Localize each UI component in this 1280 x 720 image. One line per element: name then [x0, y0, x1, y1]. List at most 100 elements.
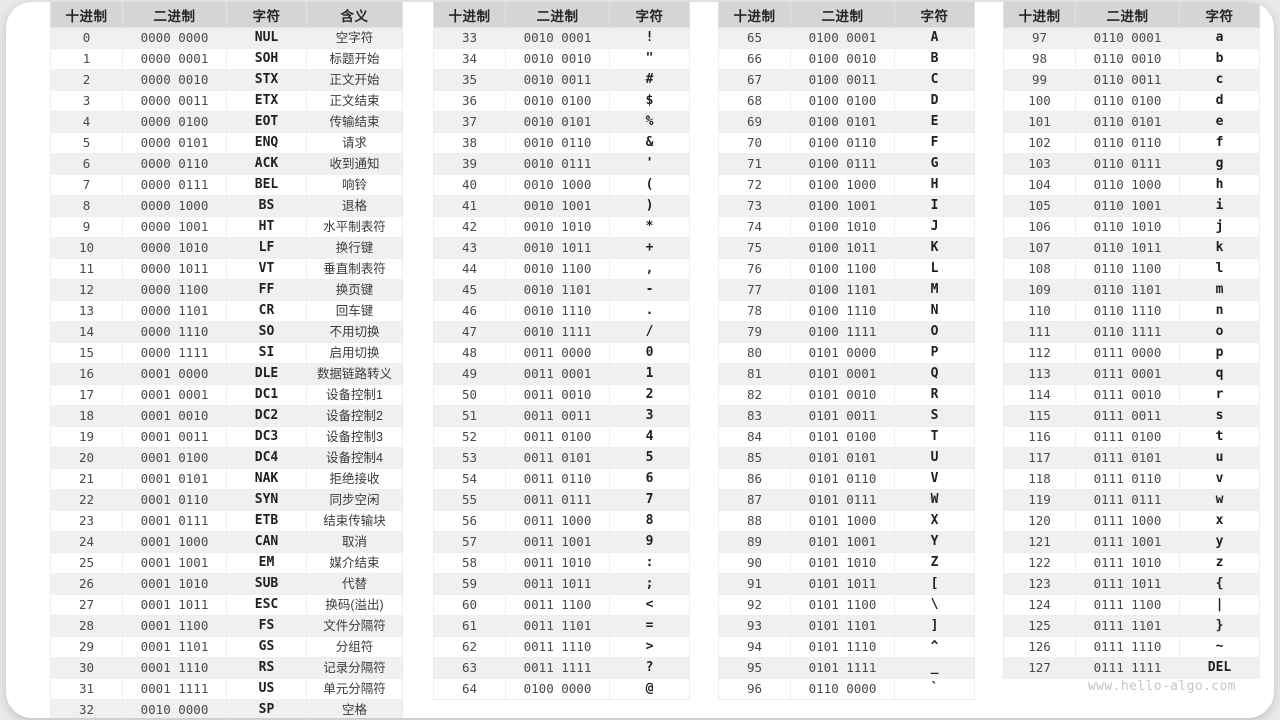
cell-dec: 11	[50, 258, 123, 280]
cell-dec: 122	[1003, 552, 1076, 574]
table-row: 95 0101 1111 _	[718, 657, 975, 679]
table-row: 24 0001 1000 CAN 取消	[50, 531, 403, 553]
cell-chr: U	[894, 447, 975, 469]
cell-dec: 7	[50, 174, 123, 196]
cell-bin: 0001 0101	[122, 468, 227, 490]
cell-dec: 14	[50, 321, 123, 343]
cell-dec: 69	[718, 111, 791, 133]
cell-chr: N	[894, 300, 975, 322]
cell-dec: 97	[1003, 27, 1076, 49]
cell-bin: 0000 0010	[122, 69, 227, 91]
cell-chr: &	[609, 132, 690, 154]
cell-dec: 17	[50, 384, 123, 406]
cell-mean: 数据链路转义	[306, 363, 403, 385]
cell-dec: 120	[1003, 510, 1076, 532]
table-row: 30 0001 1110 RS 记录分隔符	[50, 657, 403, 679]
cell-dec: 26	[50, 573, 123, 595]
cell-dec: 30	[50, 657, 123, 679]
cell-bin: 0101 0001	[790, 363, 895, 385]
table-row: 98 0110 0010 b	[1003, 48, 1260, 70]
table-row: 86 0101 0110 V	[718, 468, 975, 490]
cell-bin: 0010 0010	[505, 48, 610, 70]
cell-chr: e	[1179, 111, 1260, 133]
cell-mean: 分组符	[306, 636, 403, 658]
cell-bin: 0010 1111	[505, 321, 610, 343]
cell-bin: 0001 1011	[122, 594, 227, 616]
cell-bin: 0001 0100	[122, 447, 227, 469]
cell-bin: 0111 1000	[1075, 510, 1180, 532]
watermark: www.hello-algo.com	[1087, 679, 1236, 694]
cell-chr: VT	[226, 258, 307, 280]
cell-chr: SI	[226, 342, 307, 364]
table-row: 67 0100 0011 C	[718, 69, 975, 91]
column-header-dec: 十进制	[433, 2, 506, 28]
table-row: 94 0101 1110 ^	[718, 636, 975, 658]
cell-dec: 49	[433, 363, 506, 385]
table-row: 21 0001 0101 NAK 拒绝接收	[50, 468, 403, 490]
cell-bin: 0111 0001	[1075, 363, 1180, 385]
cell-dec: 8	[50, 195, 123, 217]
cell-bin: 0001 1001	[122, 552, 227, 574]
cell-mean: 不用切换	[306, 321, 403, 343]
cell-dec: 74	[718, 216, 791, 238]
cell-chr: E	[894, 111, 975, 133]
cell-bin: 0010 0011	[505, 69, 610, 91]
cell-dec: 29	[50, 636, 123, 658]
cell-chr: Z	[894, 552, 975, 574]
table-row: 12 0000 1100 FF 换页键	[50, 279, 403, 301]
cell-chr: -	[609, 279, 690, 301]
table-row: 18 0001 0010 DC2 设备控制2	[50, 405, 403, 427]
table-row: 57 0011 1001 9	[433, 531, 690, 553]
table-row: 76 0100 1100 L	[718, 258, 975, 280]
cell-bin: 0110 1010	[1075, 216, 1180, 238]
cell-bin: 0011 1111	[505, 657, 610, 679]
table-row: 82 0101 0010 R	[718, 384, 975, 406]
cell-dec: 99	[1003, 69, 1076, 91]
cell-bin: 0110 1000	[1075, 174, 1180, 196]
table-row: 58 0011 1010:	[433, 552, 690, 574]
cell-chr: DC2	[226, 405, 307, 427]
cell-bin: 0101 0111	[790, 489, 895, 511]
cell-chr: 7	[609, 489, 690, 511]
table-row: 111 0110 1111 o	[1003, 321, 1260, 343]
cell-mean: 设备控制2	[306, 405, 403, 427]
cell-bin: 0100 0111	[790, 153, 895, 175]
cell-chr: =	[609, 615, 690, 637]
cell-chr: ESC	[226, 594, 307, 616]
cell-bin: 0000 1011	[122, 258, 227, 280]
table-row: 73 0100 1001 I	[718, 195, 975, 217]
cell-dec: 16	[50, 363, 123, 385]
cell-dec: 68	[718, 90, 791, 112]
cell-dec: 75	[718, 237, 791, 259]
cell-dec: 83	[718, 405, 791, 427]
cell-bin: 0101 1001	[790, 531, 895, 553]
cell-chr: ^	[894, 636, 975, 658]
cell-bin: 0110 1100	[1075, 258, 1180, 280]
cell-dec: 108	[1003, 258, 1076, 280]
table-row: 29 0001 1101 GS 分组符	[50, 636, 403, 658]
cell-dec: 116	[1003, 426, 1076, 448]
cell-bin: 0111 1111	[1075, 657, 1180, 679]
table-row: 117 0111 0101 u	[1003, 447, 1260, 469]
cell-dec: 113	[1003, 363, 1076, 385]
cell-mean: 换页键	[306, 279, 403, 301]
cell-bin: 0111 1110	[1075, 636, 1180, 658]
cell-bin: 0100 1100	[790, 258, 895, 280]
cell-dec: 4	[50, 111, 123, 133]
cell-dec: 53	[433, 447, 506, 469]
table-row: 62 0011 1110 >	[433, 636, 690, 658]
cell-chr: s	[1179, 405, 1260, 427]
cell-dec: 15	[50, 342, 123, 364]
cell-chr: L	[894, 258, 975, 280]
cell-chr: |	[1179, 594, 1260, 616]
cell-dec: 77	[718, 279, 791, 301]
cell-bin: 0010 0110	[505, 132, 610, 154]
cell-dec: 31	[50, 678, 123, 700]
cell-chr: z	[1179, 552, 1260, 574]
table-row: 20 0001 0100 DC4 设备控制4	[50, 447, 403, 469]
cell-bin: 0100 0110	[790, 132, 895, 154]
table-row: 126 0111 1110 ~	[1003, 636, 1260, 658]
cell-mean: 同步空闲	[306, 489, 403, 511]
cell-chr: )	[609, 195, 690, 217]
cell-dec: 22	[50, 489, 123, 511]
